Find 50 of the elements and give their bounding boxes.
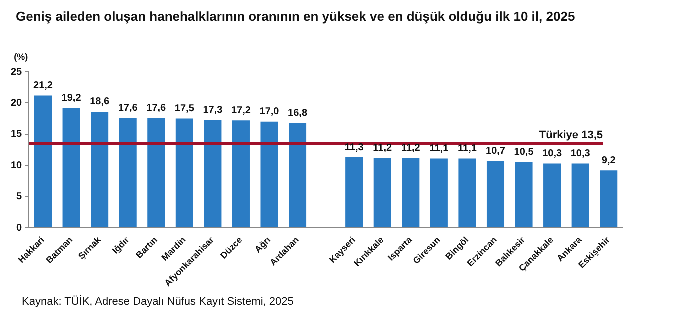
data-label: 17,3: [203, 104, 224, 116]
bar: [486, 161, 505, 228]
bar: [119, 118, 137, 228]
data-label: 11,2: [373, 142, 393, 154]
bar: [204, 120, 222, 228]
bar: [515, 162, 533, 228]
data-label: 11,3: [344, 142, 364, 154]
bar: [91, 112, 109, 228]
data-label: 16,8: [288, 108, 308, 119]
data-label: 17,5: [174, 104, 195, 115]
bar: [402, 158, 420, 228]
data-label: 11,2: [401, 142, 421, 154]
bar: [148, 118, 166, 228]
data-label: 10,7: [486, 146, 506, 157]
y-tick-label: 0: [16, 222, 23, 234]
bar: [289, 123, 307, 228]
data-label: 11,1: [430, 144, 450, 154]
data-label: 17,6: [146, 102, 167, 114]
data-label: 19,2: [62, 92, 82, 104]
bar: [600, 170, 618, 228]
bar: [34, 96, 52, 228]
y-tick-label: 20: [11, 98, 23, 109]
data-label: 10,5: [514, 147, 534, 158]
y-tick-label: 5: [16, 192, 23, 203]
y-tick-label: 10: [11, 160, 23, 172]
data-label: 10,3: [570, 148, 591, 160]
bar: [260, 122, 278, 228]
y-tick-label: 15: [11, 129, 23, 140]
bar: [346, 158, 364, 228]
bar: [544, 164, 562, 228]
data-label: 17,0: [260, 106, 280, 118]
ref-line-label: Türkiye 13,5: [539, 129, 603, 142]
data-label: 9,2: [602, 155, 616, 166]
bar: [572, 164, 590, 228]
text: Kaynak: TÜİK, Adrese Dayalı Nüfus Kayıt Sistemi, 2025: [22, 296, 294, 308]
bar: [458, 158, 476, 228]
chart-title: Geniş aileden oluşan hanehalklarının oranının en yüksek ve en düşük olduğu ilk 10 il, 2025: [16, 9, 576, 24]
bar: [62, 108, 80, 228]
bar: [232, 120, 250, 228]
bar: [374, 158, 392, 228]
bar: [176, 118, 194, 228]
data-label: 10,3: [542, 148, 562, 160]
data-label: 21,2: [34, 80, 54, 92]
bar: [430, 158, 448, 228]
data-label: 17,6: [118, 102, 138, 114]
data-label: 17,2: [231, 105, 252, 116]
y-tick-label: 25: [11, 66, 23, 78]
data-label: 18,6: [90, 96, 110, 108]
data-label: 11,1: [458, 144, 478, 154]
y-axis-title: (%): [14, 52, 28, 62]
